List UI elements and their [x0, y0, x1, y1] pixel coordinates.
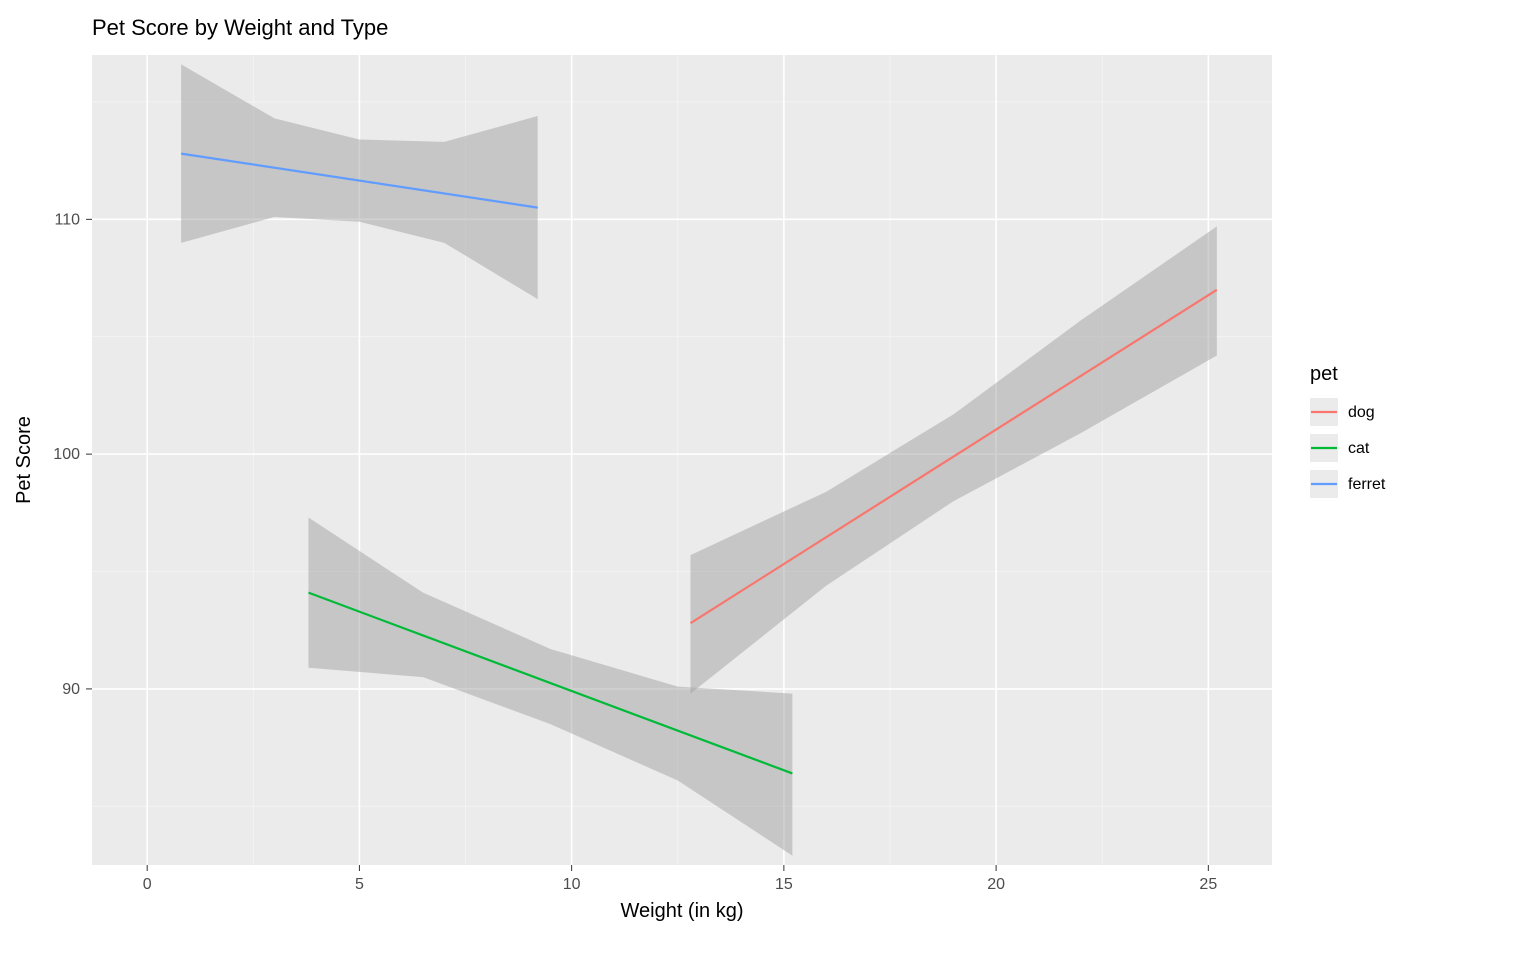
- chart-container: 0 5 10 15 20 25 90 100 110 Weight (in kg) Pet Scor…: [0, 0, 1536, 960]
- y-tick-label: 90: [62, 681, 80, 698]
- x-tick-label: 10: [563, 876, 581, 893]
- chart-title: Pet Score by Weight and Type: [92, 15, 388, 40]
- x-tick-label: 5: [355, 876, 364, 893]
- x-axis-title: Weight (in kg): [620, 900, 743, 922]
- x-tick-label: 20: [987, 876, 1005, 893]
- legend-label-ferret: ferret: [1348, 476, 1386, 493]
- x-tick-label: 0: [143, 876, 152, 893]
- x-tick-label: 25: [1199, 876, 1217, 893]
- legend-label-dog: dog: [1348, 404, 1375, 421]
- y-axis-title: Pet Score: [13, 416, 35, 504]
- chart-svg: 0 5 10 15 20 25 90 100 110 Weight (in kg) Pet Scor…: [0, 0, 1536, 960]
- y-tick-label: 110: [54, 211, 80, 228]
- legend-title: pet: [1310, 363, 1338, 385]
- x-tick-label: 15: [775, 876, 793, 893]
- y-tick-label: 100: [53, 446, 80, 463]
- legend-label-cat: cat: [1348, 440, 1370, 457]
